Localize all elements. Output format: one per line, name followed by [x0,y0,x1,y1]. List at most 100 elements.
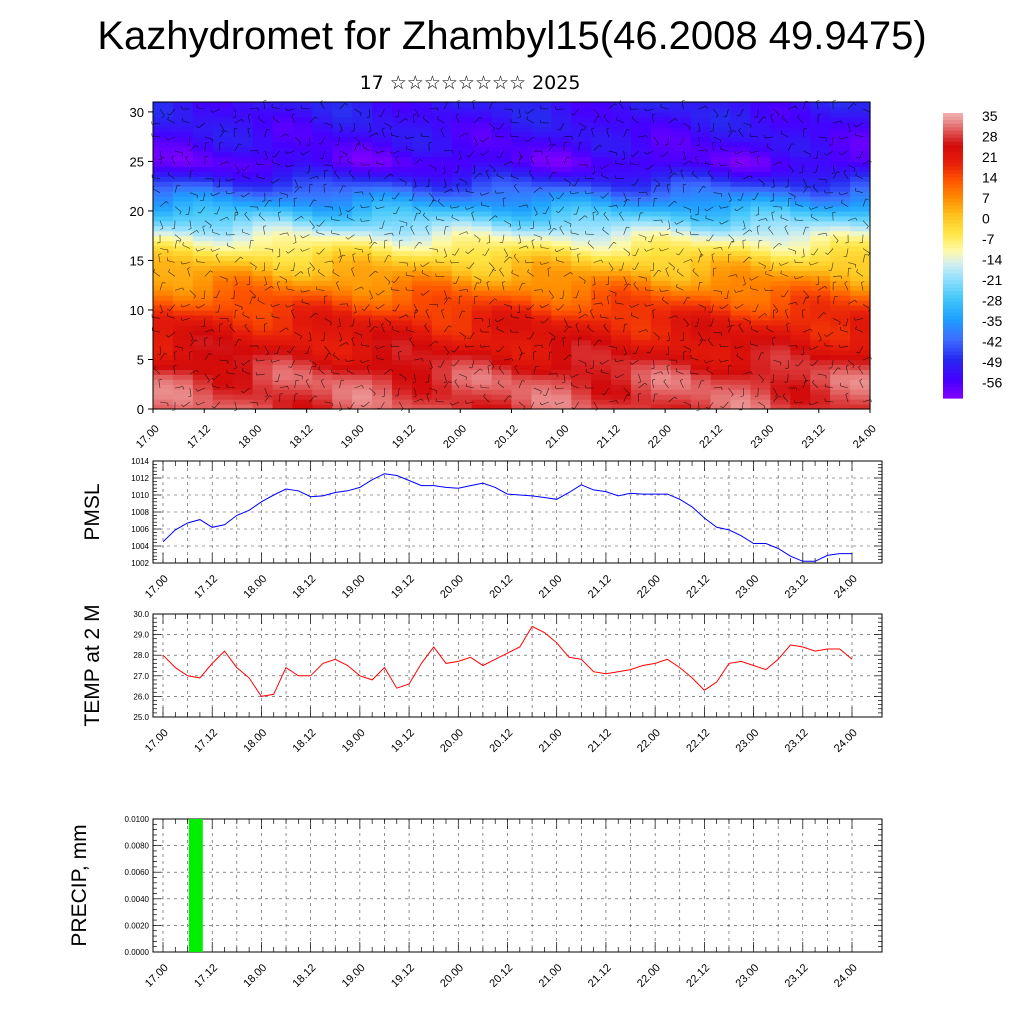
heatmap-cell [252,329,274,336]
heatmap-cell [631,245,652,252]
wind-barb [788,302,796,305]
wind-barb [324,353,329,361]
heatmap-cell [690,354,712,361]
wind-barb [558,304,565,311]
heatmap-cell [790,329,811,336]
wind-barb [423,215,430,221]
wind-barb-flag [465,377,467,381]
heatmap-cell [431,260,453,266]
wind-barb-flag [361,385,364,389]
heatmap-cell [352,295,373,301]
wind-barb-flag [422,212,426,216]
heatmap-cell [830,290,851,296]
wind-barb [384,232,393,235]
wind-barb [825,206,834,210]
heatmap-cell [192,151,214,158]
wind-barb [711,254,714,263]
heatmap-cell [411,205,433,212]
heatmap-cell [531,176,552,182]
wind-barb [473,234,481,240]
heatmap-cell [650,265,672,271]
wind-barb-flag [357,143,361,145]
wind-barb-flag [257,150,259,154]
heatmap-cell [153,324,174,331]
wind-barb-flag [150,121,153,125]
heatmap-cell [571,116,592,123]
wind-barb-flag [680,169,684,172]
heatmap-cell [252,295,274,301]
x-tick-label: 23.00 [733,573,761,601]
heatmap-cell [850,205,871,212]
wind-barb [242,192,250,198]
wind-barb [692,270,699,277]
heatmap-cell [551,121,572,128]
wind-barb-flag [817,295,821,297]
wind-barb [858,346,864,354]
heatmap-cell [431,280,453,286]
heatmap-cell [153,295,174,301]
wind-barb-flag [791,170,794,174]
heatmap-cell [352,141,373,148]
heatmap-cell [591,314,612,321]
wind-barb-flag [167,308,171,311]
wind-barb-flag [342,254,346,256]
wind-barb [503,161,512,166]
heatmap-cell [192,354,214,361]
wind-barb-flag [770,113,774,116]
wind-barb-flag [629,305,632,308]
wind-barb-flag [480,139,484,143]
heatmap-cell [670,260,692,266]
heatmap-cell [650,161,672,167]
heatmap-cell [511,369,533,375]
wind-barb-flag [626,394,630,396]
wind-barb [271,316,280,319]
wind-barb [676,220,684,225]
wind-barb-flag [853,124,857,128]
heatmap-cell [172,141,194,148]
wind-barb [302,234,310,239]
heatmap-cell [451,250,473,257]
heatmap-cell [372,136,393,143]
heatmap-cell [631,309,652,316]
wind-barb [832,164,835,173]
heatmap-cell [192,290,214,296]
heatmap-cell [730,146,752,153]
wind-barb-flag [551,338,555,340]
heatmap-cell [790,270,811,276]
heatmap-cell [471,201,493,207]
wind-barb-flag [225,178,228,182]
wind-barb [309,262,315,269]
wind-barb [429,164,437,169]
wind-barb-flag [738,323,742,326]
wind-barb-flag [338,214,342,216]
heatmap-cell [352,210,373,217]
wind-barb-flag [825,233,828,237]
heatmap-cell [491,250,513,257]
heatmap-cell [252,319,274,326]
heatmap-cell [810,344,831,351]
heatmap-cell [172,205,194,212]
wind-barb [406,329,415,333]
wind-barb-flag [559,225,563,228]
heatmap-cell [372,171,393,177]
wind-barb-flag [428,141,432,144]
heatmap-cell [830,225,851,232]
heatmap-cell [431,225,453,232]
wind-barb-flag [711,253,715,255]
wind-barb [436,400,445,403]
wind-barb [623,248,631,254]
heatmap-cell [511,245,533,252]
wind-barb-flag [735,274,738,278]
heatmap-cell [710,394,732,400]
heatmap-cell [292,399,313,405]
colorbar-segment [943,259,963,264]
wind-barb-flag [314,395,318,398]
heatmap-cell [670,329,692,336]
heatmap-cell [571,151,592,158]
wind-barb-flag [409,337,413,340]
wind-barb-flag [421,358,424,362]
heatmap-cell [511,389,533,395]
wind-barb-flag [749,321,751,325]
heatmap-cell [352,151,373,158]
wind-barb-flag [269,199,273,202]
